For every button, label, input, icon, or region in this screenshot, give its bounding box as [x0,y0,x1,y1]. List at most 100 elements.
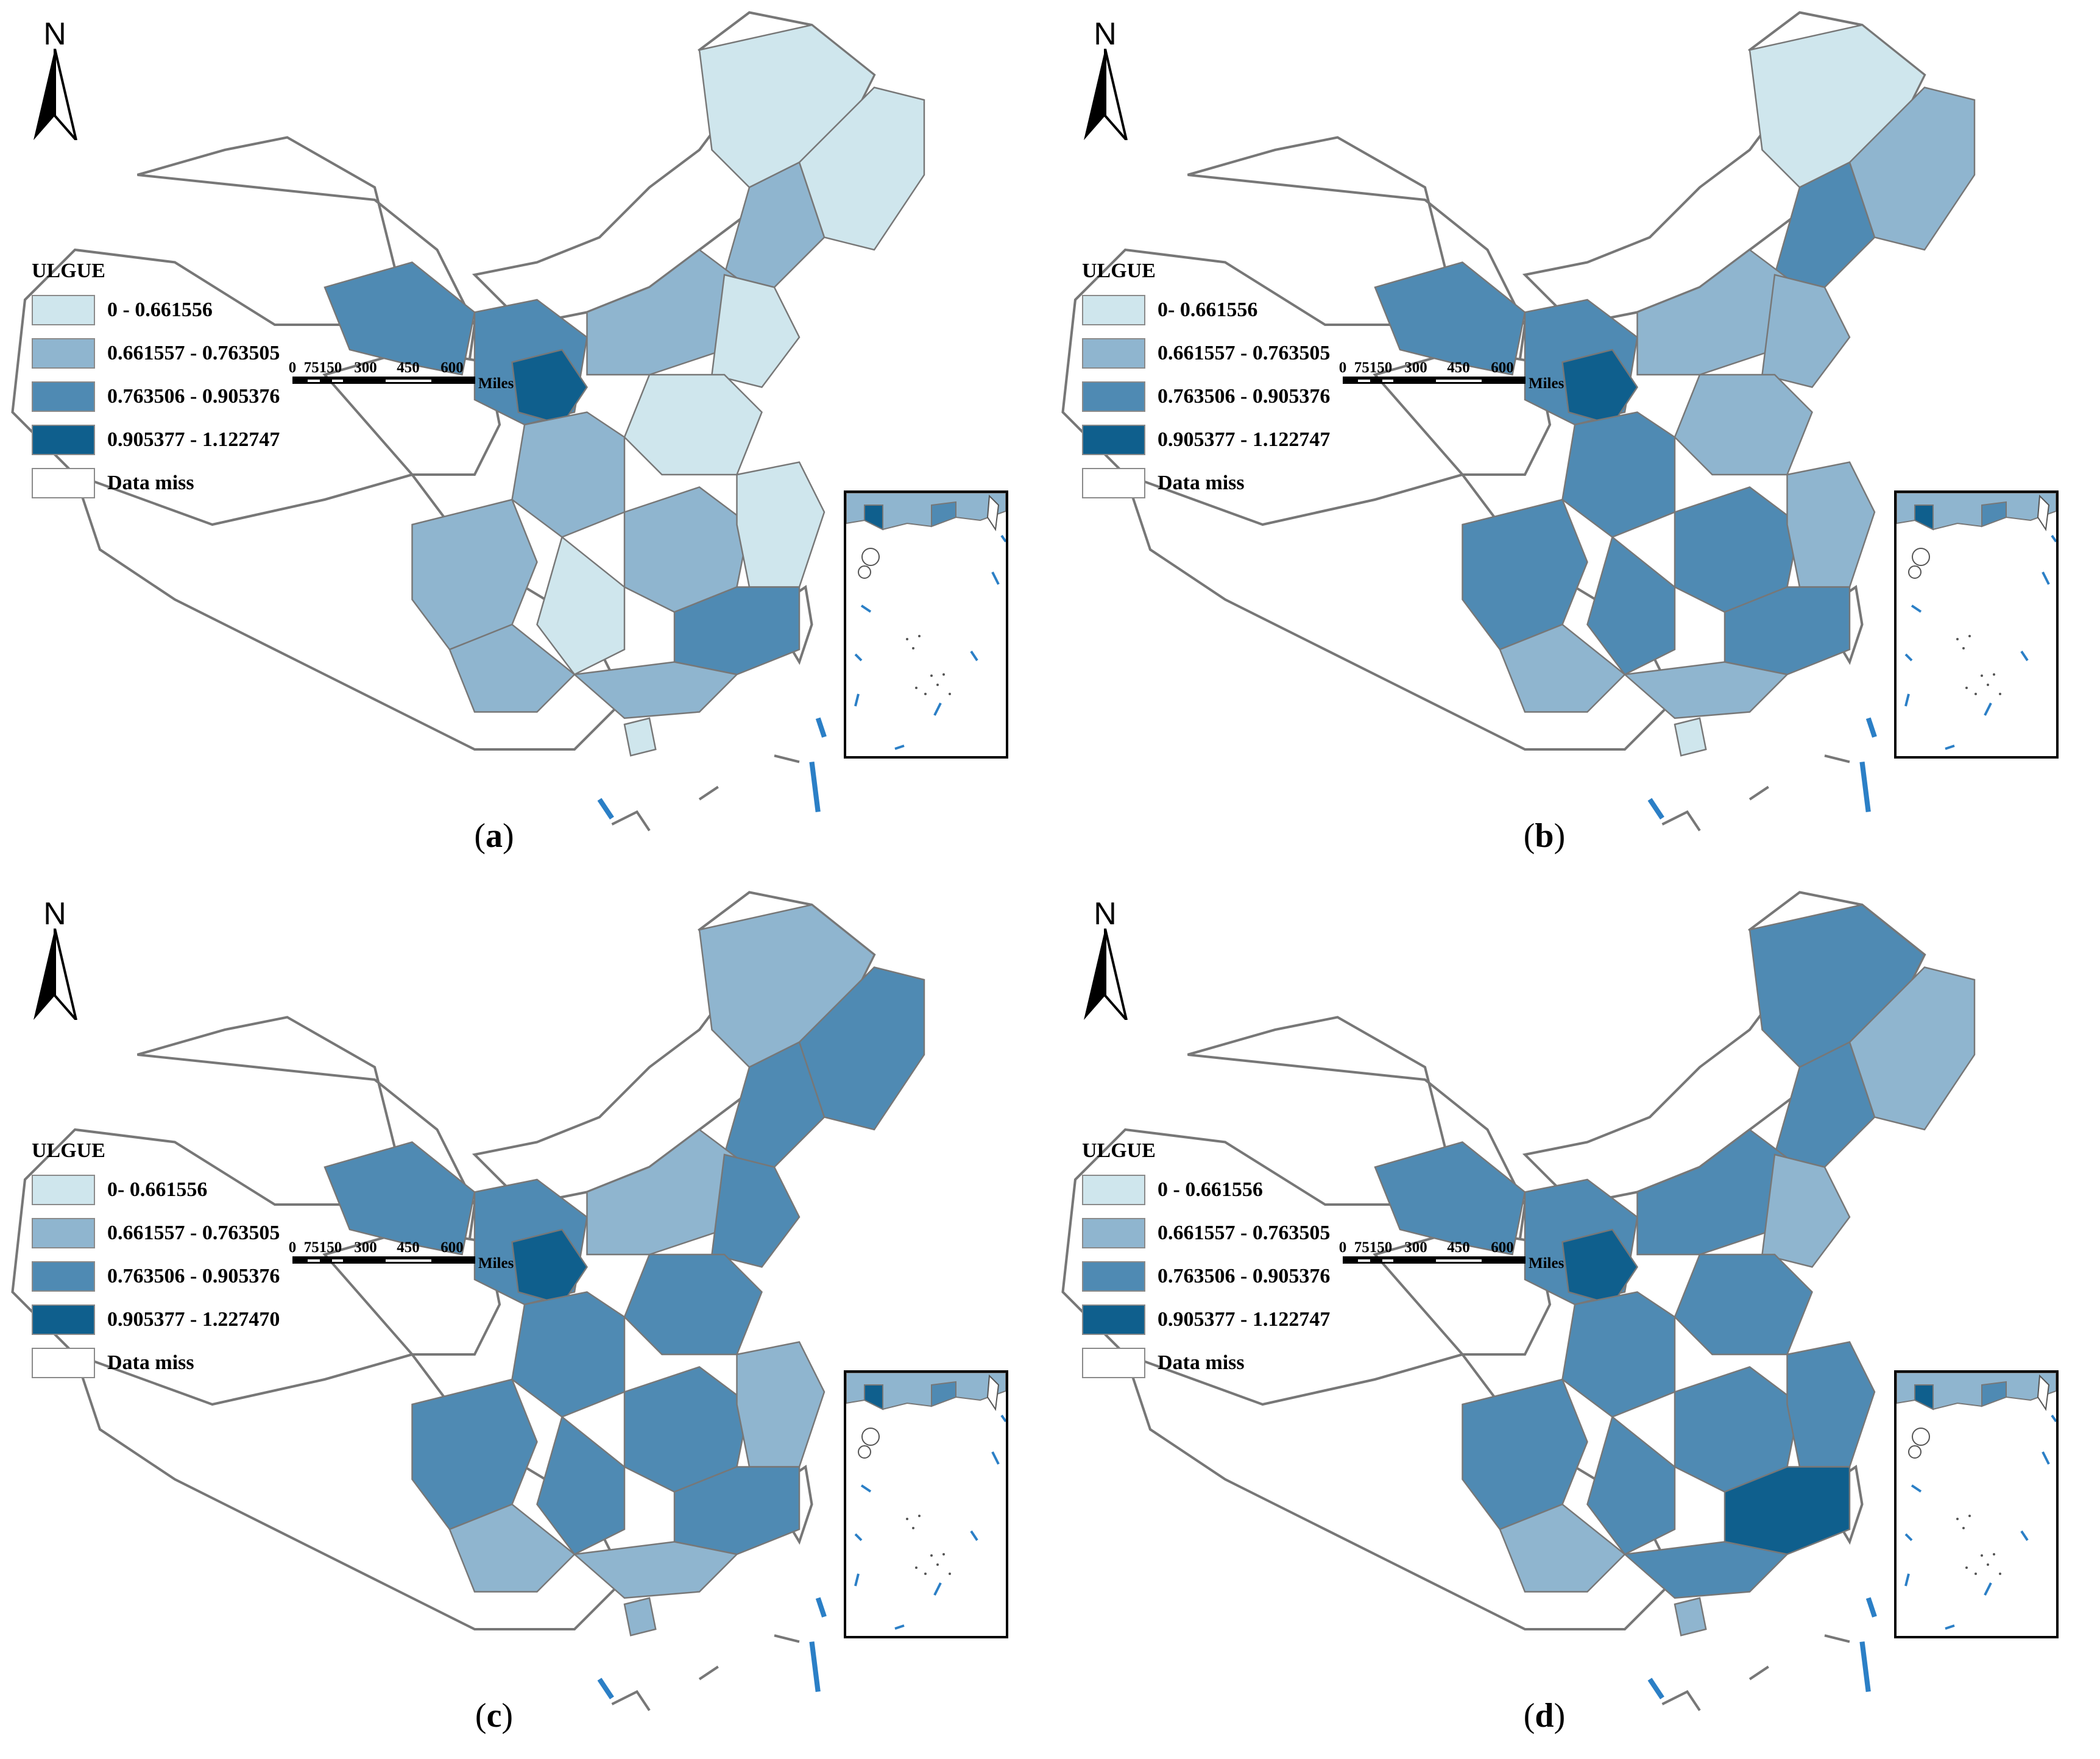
legend-swatch [1082,424,1145,455]
legend-items: 0- 0.661556 0.661557 - 0.763505 0.763506 -… [32,1168,280,1384]
legend-label: 0- 0.661556 [1158,298,1258,321]
legend-label: Data miss [107,471,194,494]
region-17 [573,661,738,720]
inset-map [1896,1372,2057,1630]
region-13 [536,1415,626,1555]
legend-item-2: 0.661557 - 0.763505 [32,331,280,375]
region-13 [1586,1415,1676,1555]
panel-caption: (d) [1483,1696,1605,1735]
legend-item-2: 0.661557 - 0.763505 [32,1211,280,1255]
caption-letter: c [486,1697,502,1735]
region-xinjiang [1061,1016,1527,1406]
map-panel-a: N ULGUE 0 - 0.661556 0.661557 - 0.763505 0… [0,0,1050,879]
region-12 [1786,1341,1876,1468]
region-4 [1374,261,1526,376]
region-17 [1623,661,1789,720]
north-arrow-icon [34,49,77,140]
south-china-sea-inset [844,490,1008,759]
region-6 [1561,349,1638,426]
legend-label: 0.763506 - 0.905376 [1158,1264,1331,1287]
region-13 [1586,536,1676,676]
scale-unit: Miles [478,1255,514,1272]
caption-close: ) [1554,1697,1566,1735]
inset-map [846,1372,1007,1630]
scale-ticks: 0 75150 300 450 600 [1339,1239,1526,1256]
map-legend: ULGUE 0 - 0.661556 0.661557 - 0.763505 0.7… [32,259,280,504]
legend-item-1: 0 - 0.661556 [1082,1168,1330,1211]
scale-tick: 450 [1447,359,1470,376]
legend-swatch [1082,467,1145,498]
region-12 [1786,461,1876,588]
region-9 [1674,373,1813,476]
legend-swatch [32,1174,95,1205]
caption-letter: d [1535,1697,1554,1735]
region-16 [1499,1503,1626,1593]
legend-swatch [32,1347,95,1378]
region-18 [1674,717,1707,757]
legend-item-3: 0.763506 - 0.905376 [1082,375,1330,418]
caption-close: ) [503,817,514,855]
map-panel-b: N ULGUE 0- 0.661556 0.661557 - 0.763505 0.… [1050,0,2100,879]
choropleth-map [11,11,925,832]
caption-letter: a [486,817,503,855]
scale-tick: 75150 [1354,1239,1393,1256]
north-arrow: N [1075,898,1136,1020]
region-xinjiang [11,136,476,526]
scale-ticks: 0 75150 300 450 600 [1339,359,1526,377]
scale-ticks: 0 75150 300 450 600 [289,1239,475,1256]
scale-tick: 0 [1338,359,1347,376]
scale-bar: 0 75150 300 450 600 Miles [289,1239,514,1272]
scale-tick: 300 [354,1239,377,1256]
map-panel-c: N ULGUE 0- 0.661556 0.661557 - 0.763505 0.… [0,880,1050,1759]
legend-item-2: 0.661557 - 0.763505 [1082,331,1330,375]
region-16 [1499,623,1626,713]
scale-tick: 300 [1404,359,1427,376]
north-label: N [43,16,66,52]
legend-label: Data miss [107,1351,194,1374]
region-south-sea [1661,754,1850,832]
region-18 [1674,1597,1707,1637]
region-south-sea [1661,1634,1850,1711]
region-8 [711,274,801,388]
region-12 [736,1341,826,1468]
legend-items: 0 - 0.661556 0.661557 - 0.763505 0.763506 … [32,288,280,504]
region-9 [623,1253,763,1356]
region-6 [511,349,588,426]
legend-items: 0 - 0.661556 0.661557 - 0.763505 0.763506 … [1082,1168,1330,1384]
legend-swatch [32,1217,95,1248]
legend-label: 0 - 0.661556 [1158,1178,1263,1201]
panel-caption: (c) [433,1696,555,1735]
region-17 [1623,1541,1789,1599]
legend-swatch [1082,1304,1145,1335]
legend-label: 0.661557 - 0.763505 [1158,341,1331,364]
caption-open: ( [1523,1697,1535,1735]
region-4 [1374,1141,1526,1256]
north-arrow-icon [34,929,77,1020]
scale-tick: 450 [397,1239,420,1256]
legend-swatch [1082,1261,1145,1292]
legend-swatch [1082,1174,1145,1205]
panel-caption: (a) [433,816,555,855]
legend-item-1: 0 - 0.661556 [32,288,280,331]
legend-swatch [1082,294,1145,325]
legend-item-2: 0.661557 - 0.763505 [1082,1211,1330,1255]
north-label: N [43,896,66,932]
legend-swatch [32,294,95,325]
legend-item-3: 0.763506 - 0.905376 [32,375,280,418]
scale-tick: 600 [440,1239,464,1256]
data-regions [323,904,925,1637]
legend-label: 0.661557 - 0.763505 [1158,1221,1331,1244]
scale-tick: 300 [1404,1239,1427,1256]
legend-item-3: 0.763506 - 0.905376 [1082,1255,1330,1298]
map-legend: ULGUE 0 - 0.661556 0.661557 - 0.763505 0.7… [1082,1139,1330,1384]
region-4 [323,261,476,376]
scale-tick: 600 [440,359,464,376]
legend-item-1: 0- 0.661556 [32,1168,280,1211]
map-panel-d: N ULGUE 0 - 0.661556 0.661557 - 0.763505 0… [1050,880,2100,1759]
legend-label: 0.905377 - 1.122747 [1158,1308,1331,1331]
legend-item-5: Data miss [1082,1341,1330,1384]
caption-open: ( [1523,817,1535,855]
region-south-sea [611,1634,800,1711]
legend-title: ULGUE [1082,260,1156,282]
region-6 [511,1228,588,1306]
